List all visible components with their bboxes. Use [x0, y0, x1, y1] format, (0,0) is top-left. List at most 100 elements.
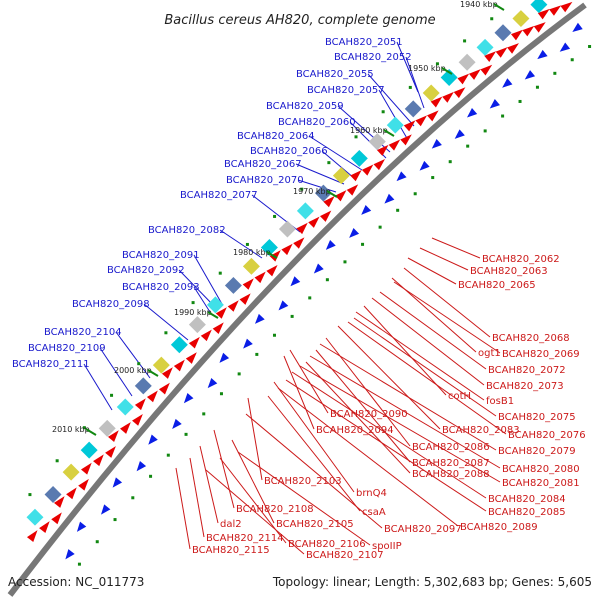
- gene-block: [80, 441, 98, 459]
- genome-axis: [7, 2, 587, 597]
- forward-gene-arrow: [188, 336, 200, 349]
- forward-gene-arrow: [39, 521, 50, 534]
- right-gene-label: BCAH820_2107: [306, 550, 384, 561]
- forward-gene-arrow: [215, 307, 227, 319]
- right-leader-line: [371, 297, 485, 386]
- feature-dot: [290, 314, 294, 318]
- kbp-tick-label: 1970 kbp: [293, 187, 331, 196]
- forward-gene-arrow: [254, 271, 266, 284]
- left-gene-label: BCAH820_2051: [325, 37, 403, 48]
- left-leader-line: [378, 89, 409, 141]
- right-gene-label: BCAH820_2090: [330, 409, 408, 420]
- left-leader-line: [367, 73, 415, 127]
- reverse-gene-arrow: [172, 418, 182, 430]
- right-gene-label: ogt1: [478, 348, 501, 359]
- right-gene-label: BCAH820_2080: [502, 464, 580, 475]
- feature-dot: [435, 62, 439, 66]
- feature-dot: [408, 85, 412, 89]
- gene-block: [62, 463, 80, 481]
- feature-dot: [483, 129, 487, 133]
- left-gene-label: BCAH820_2111: [12, 359, 90, 370]
- right-leader-line: [309, 355, 501, 469]
- right-leader-line: [285, 379, 487, 512]
- feature-dot: [463, 39, 467, 43]
- right-gene-label: BCAH820_2089: [460, 522, 538, 533]
- forward-gene-arrow: [308, 216, 320, 228]
- right-gene-label: BCAH820_2076: [508, 430, 586, 441]
- feature-dot: [272, 333, 276, 337]
- feature-dot: [413, 192, 417, 196]
- forward-gene-arrow: [426, 110, 439, 122]
- left-gene-label: BCAH820_2066: [250, 146, 328, 157]
- kbp-tick-mark: [383, 129, 395, 137]
- accession-text: Accession: NC_011773: [8, 575, 144, 589]
- reverse-gene-arrow: [325, 239, 336, 250]
- left-leader-line: [405, 56, 425, 109]
- feature-dot: [219, 392, 223, 396]
- forward-gene-arrow: [560, 1, 573, 13]
- right-gene-label: cotH: [448, 391, 471, 402]
- kbp-tick-label: 2010 kbp: [52, 425, 90, 434]
- left-gene-label: BCAH820_2091: [122, 250, 200, 261]
- reverse-gene-arrow: [489, 99, 500, 109]
- kbp-tick-label: 1960 kbp: [350, 126, 388, 135]
- kbp-tick-mark: [207, 311, 219, 319]
- right-leader-line: [393, 281, 501, 354]
- reverse-gene-arrow: [502, 78, 513, 88]
- gene-block: [170, 336, 188, 354]
- right-leader-line: [289, 349, 329, 414]
- right-gene-label: BCAH820_2079: [498, 446, 576, 457]
- gene-block: [278, 220, 296, 238]
- feature-dot: [137, 362, 141, 366]
- left-leader-line: [193, 286, 211, 313]
- gene-block: [188, 316, 206, 334]
- right-leader-line: [419, 247, 469, 271]
- reverse-gene-arrow: [148, 434, 158, 445]
- gene-block: [260, 239, 278, 257]
- forward-gene-arrow: [522, 25, 535, 37]
- forward-gene-arrow: [146, 390, 158, 403]
- right-gene-label: BCAH820_2084: [488, 494, 566, 505]
- left-gene-label: BCAH820_2059: [266, 101, 344, 112]
- feature-dot: [82, 426, 86, 430]
- right-leader-line: [231, 439, 275, 524]
- left-gene-label: BCAH820_2064: [237, 131, 315, 142]
- reverse-gene-arrow: [467, 107, 478, 118]
- right-leader-line: [407, 257, 457, 285]
- reverse-gene-arrow: [76, 521, 87, 532]
- reverse-gene-arrow: [101, 504, 111, 515]
- forward-gene-arrow: [388, 139, 401, 151]
- feature-dot: [273, 214, 277, 218]
- forward-gene-arrow: [537, 8, 550, 20]
- feature-dot: [255, 352, 259, 356]
- right-leader-line: [347, 321, 507, 435]
- reverse-gene-arrow: [254, 313, 265, 324]
- right-gene-label: BCAH820_2114: [206, 533, 284, 544]
- feature-dot: [343, 260, 347, 264]
- right-leader-line: [189, 457, 205, 538]
- forward-gene-arrow: [266, 265, 278, 277]
- forward-gene-arrow: [212, 322, 224, 334]
- gene-block: [458, 53, 476, 71]
- left-leader-line: [143, 303, 189, 341]
- forward-gene-arrow: [335, 190, 347, 202]
- forward-gene-arrow: [533, 22, 546, 33]
- feature-dot: [396, 208, 400, 212]
- forward-gene-arrow: [319, 210, 332, 222]
- feature-dot: [95, 540, 99, 544]
- gene-block: [404, 100, 422, 118]
- kbp-tick-mark: [441, 67, 453, 75]
- right-gene-label: BCAH820_2106: [288, 539, 366, 550]
- gene-block: [332, 167, 350, 185]
- left-gene-label: BCAH820_2092: [107, 265, 185, 276]
- feature-dot: [245, 242, 249, 246]
- right-leader-line: [175, 467, 191, 550]
- forward-gene-arrow: [53, 496, 65, 508]
- kbp-tick-label: 2000 kbp: [114, 366, 152, 375]
- feature-dot: [28, 493, 32, 497]
- kbp-tick-label: 1990 kbp: [174, 308, 212, 317]
- left-leader-line: [308, 135, 363, 171]
- forward-gene-arrow: [415, 115, 428, 127]
- feature-dot: [325, 278, 329, 282]
- map-title: Bacillus cereus AH820, complete genome: [164, 13, 435, 28]
